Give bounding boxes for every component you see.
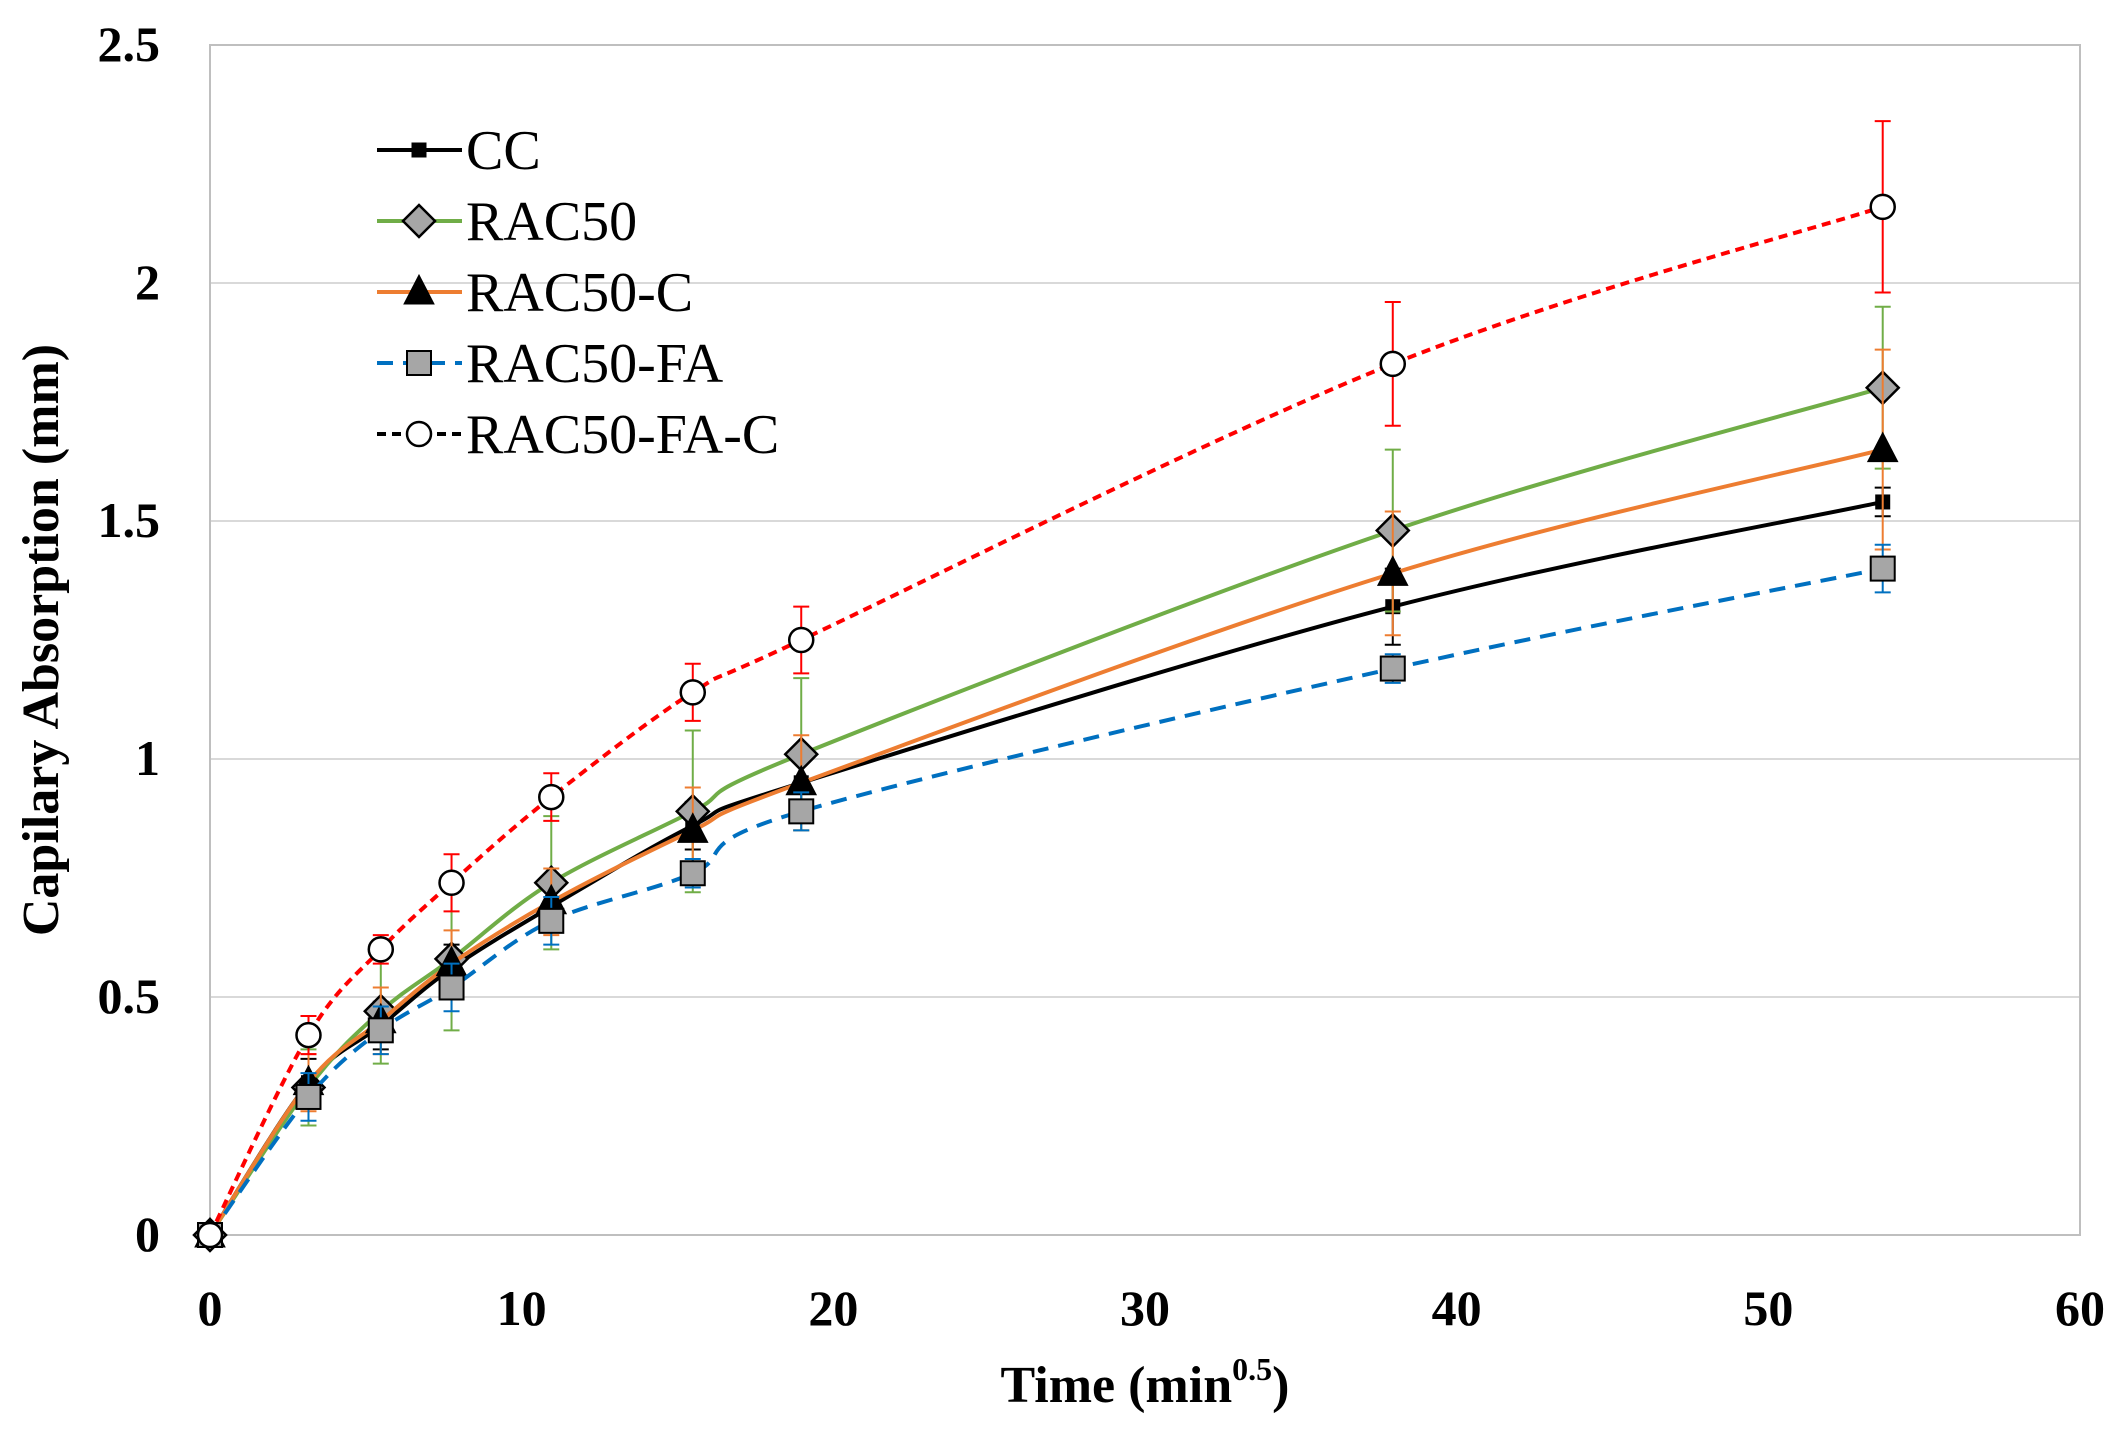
x-tick-label-4: 40 — [1432, 1280, 1482, 1336]
x-tick-label-6: 60 — [2055, 1280, 2105, 1336]
legend-label-rac50-c: RAC50-C — [466, 262, 693, 324]
x-axis-title-superscript: 0.5 — [1232, 1351, 1272, 1387]
series-cc — [202, 486, 1891, 1243]
legend-marker-rac50-fa-c — [405, 420, 433, 448]
legend-marker-rac50-c — [403, 273, 435, 305]
data-point-rac50-fa-2 — [367, 1017, 394, 1044]
series-rac50-c — [194, 348, 1899, 1248]
y-axis-ticks: 0 0.5 1 1.5 2 2.5 — [98, 16, 161, 1262]
x-tick-label-0: 0 — [198, 1280, 223, 1336]
y-tick-label-5: 2.5 — [98, 16, 161, 72]
data-point-rac50-fa-c-7 — [1379, 350, 1407, 378]
x-axis-ticks: 0 10 20 30 40 50 60 — [198, 1280, 2106, 1336]
legend-label-rac50-fa-c: RAC50-FA-C — [466, 404, 779, 466]
data-point-rac50-fa-7 — [1379, 655, 1406, 682]
x-tick-label-1: 10 — [497, 1280, 547, 1336]
series-group — [192, 120, 1901, 1253]
data-point-rac50-fa-c-5 — [679, 679, 707, 706]
x-axis-title-close: ) — [1272, 1357, 1289, 1414]
y-axis-title: Capilary Absorption (mm) — [13, 344, 70, 936]
data-point-rac50-c-8 — [1866, 431, 1899, 463]
plot-area-frame — [209, 44, 2081, 1236]
legend-item-rac50: RAC50 — [377, 191, 637, 253]
legend-marker-cc — [411, 142, 427, 158]
series-rac50-fa-c — [196, 120, 1896, 1249]
data-point-rac50-fa-6 — [788, 798, 815, 825]
data-point-rac50-fa-5 — [679, 860, 706, 887]
legend-marker-rac50-fa — [406, 350, 432, 376]
data-point-rac50-fa-3 — [438, 974, 465, 1001]
y-tick-label-3: 1.5 — [98, 492, 161, 548]
y-tick-label-1: 0.5 — [98, 968, 161, 1024]
x-tick-label-5: 50 — [1743, 1280, 1793, 1336]
y-tick-label-4: 2 — [135, 254, 160, 310]
legend-item-rac50-fa-c: RAC50-FA-C — [377, 404, 779, 466]
series-line-cc — [208, 500, 1884, 1237]
y-tick-label-2: 1 — [135, 730, 160, 786]
data-point-rac50-fa-c-8 — [1869, 193, 1896, 221]
legend-item-rac50-c: RAC50-C — [377, 262, 693, 324]
legend-item-rac50-fa: RAC50-FA — [377, 333, 724, 395]
data-point-rac50-fa-c-2 — [367, 936, 395, 963]
legend-label-rac50-fa: RAC50-FA — [466, 333, 724, 395]
legend-item-cc: CC — [377, 120, 541, 182]
data-point-rac50-fa-c-0 — [196, 1221, 224, 1249]
data-point-rac50-c-5 — [676, 812, 709, 843]
series-line-rac50-c — [208, 447, 1884, 1237]
data-point-rac50-fa-c-1 — [295, 1021, 322, 1049]
data-point-rac50-fa-1 — [295, 1083, 322, 1110]
x-axis-title: Time (min0.5) — [1001, 1351, 1290, 1414]
data-point-rac50-c-7 — [1376, 555, 1409, 586]
data-point-rac50-fa-8 — [1869, 555, 1896, 582]
series-rac50 — [192, 305, 1901, 1253]
x-tick-label-2: 20 — [808, 1280, 858, 1336]
y-tick-label-0: 0 — [135, 1206, 160, 1262]
legend-label-cc: CC — [466, 120, 541, 182]
data-point-rac50-fa-4 — [538, 907, 565, 934]
gridlines — [210, 282, 2080, 998]
legend-label-rac50: RAC50 — [466, 191, 637, 253]
x-tick-label-3: 30 — [1120, 1280, 1170, 1336]
legend-marker-rac50 — [401, 203, 437, 239]
data-point-rac50-fa-c-3 — [438, 869, 465, 897]
series-line-rac50 — [208, 385, 1884, 1237]
series-line-rac50-fa — [208, 566, 1884, 1237]
data-point-rac50-fa-c-4 — [538, 783, 565, 811]
legend: CC RAC50 RAC50-C RAC50-FA RAC50-FA-C — [377, 120, 779, 466]
data-point-rac50-fa-c-6 — [787, 626, 815, 654]
